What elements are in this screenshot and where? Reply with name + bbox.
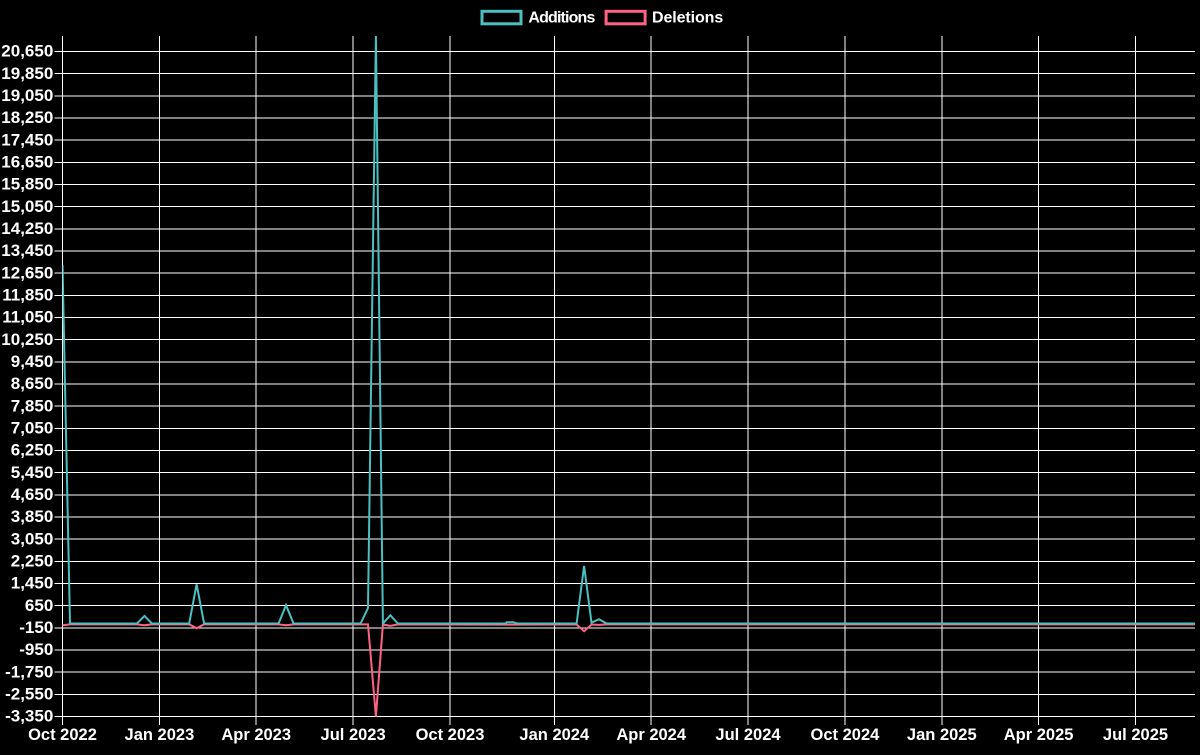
svg-text:19,050: 19,050	[1, 86, 53, 105]
svg-text:-950: -950	[19, 640, 53, 659]
svg-text:12,650: 12,650	[1, 263, 53, 282]
svg-text:4,650: 4,650	[11, 485, 54, 504]
svg-text:Oct 2023: Oct 2023	[416, 726, 485, 744]
svg-text:Apr 2025: Apr 2025	[1004, 726, 1074, 744]
svg-text:Jul 2024: Jul 2024	[715, 726, 781, 744]
svg-text:Deletions: Deletions	[652, 10, 723, 27]
svg-text:2,250: 2,250	[11, 552, 54, 571]
svg-text:-1,750: -1,750	[5, 662, 53, 681]
svg-text:Oct 2024: Oct 2024	[811, 726, 881, 744]
svg-text:Jul 2025: Jul 2025	[1103, 726, 1168, 744]
svg-text:10,250: 10,250	[1, 330, 53, 349]
svg-text:Jan 2023: Jan 2023	[125, 726, 195, 744]
svg-text:-2,550: -2,550	[5, 685, 53, 704]
svg-text:Jan 2025: Jan 2025	[907, 726, 977, 744]
svg-text:7,050: 7,050	[11, 419, 54, 438]
svg-text:650: 650	[25, 596, 53, 615]
svg-text:14,250: 14,250	[1, 219, 53, 238]
svg-text:16,650: 16,650	[1, 153, 53, 172]
svg-text:15,850: 15,850	[1, 175, 53, 194]
svg-text:20,650: 20,650	[1, 42, 53, 61]
svg-text:1,450: 1,450	[11, 574, 54, 593]
svg-text:8,650: 8,650	[11, 374, 54, 393]
svg-text:11,050: 11,050	[2, 308, 53, 327]
svg-text:Additions: Additions	[528, 10, 595, 27]
svg-text:17,450: 17,450	[1, 130, 53, 149]
svg-text:18,250: 18,250	[1, 108, 53, 127]
svg-text:7,850: 7,850	[11, 396, 54, 415]
svg-text:-3,350: -3,350	[5, 707, 53, 726]
svg-text:15,050: 15,050	[1, 197, 53, 216]
svg-text:3,850: 3,850	[11, 507, 54, 526]
svg-text:5,450: 5,450	[11, 463, 54, 482]
svg-text:-150: -150	[19, 618, 53, 637]
svg-text:3,050: 3,050	[11, 529, 54, 548]
svg-text:13,450: 13,450	[1, 241, 53, 260]
svg-text:Oct 2022: Oct 2022	[28, 726, 97, 744]
svg-text:6,250: 6,250	[11, 441, 54, 460]
svg-text:19,850: 19,850	[1, 64, 53, 83]
svg-text:Jan 2024: Jan 2024	[519, 726, 590, 744]
svg-text:Apr 2023: Apr 2023	[221, 726, 291, 744]
svg-text:Jul 2023: Jul 2023	[321, 726, 386, 744]
svg-text:9,450: 9,450	[11, 352, 54, 371]
svg-text:11,850: 11,850	[2, 286, 53, 305]
svg-text:Apr 2024: Apr 2024	[616, 726, 687, 744]
